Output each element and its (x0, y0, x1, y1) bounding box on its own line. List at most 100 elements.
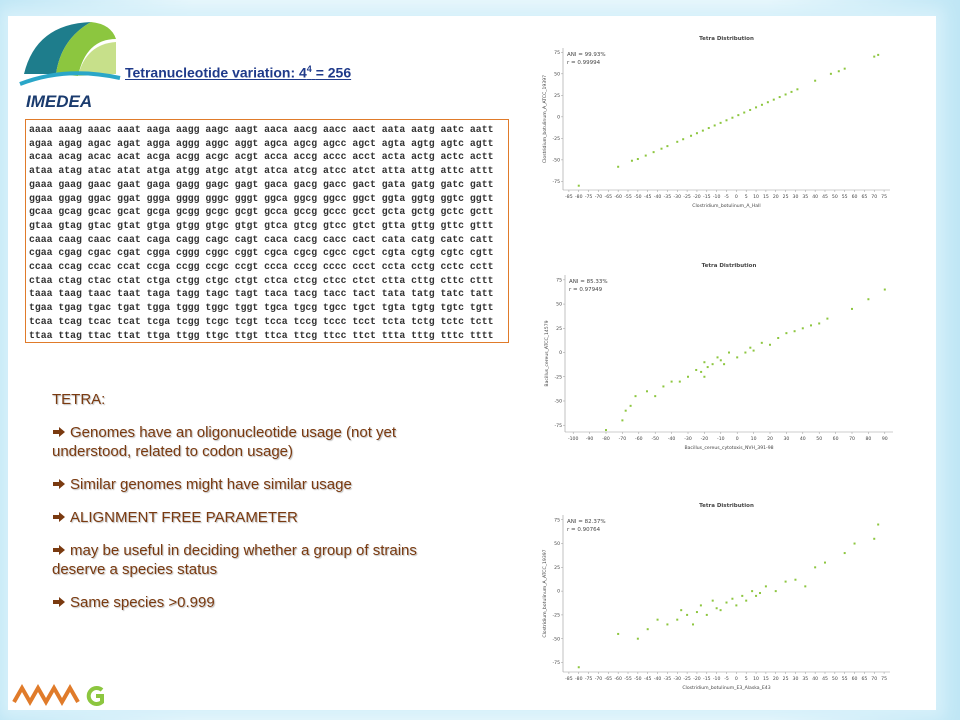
data-point (873, 537, 876, 540)
x-tick-label: -30 (684, 436, 692, 442)
data-point (699, 604, 702, 607)
x-tick-label: 65 (861, 194, 867, 200)
data-point (621, 419, 624, 422)
data-point (695, 132, 698, 135)
x-tick-label: 70 (871, 194, 877, 200)
x-tick-label: 50 (832, 194, 838, 200)
data-point (766, 101, 769, 104)
data-point (678, 380, 681, 383)
x-tick-label: 15 (763, 194, 769, 200)
x-axis-label: Bacillus_cereus_cytotoxis_NVH_391-98 (684, 445, 773, 451)
x-tick-label: -25 (683, 676, 691, 682)
data-point (794, 578, 797, 581)
data-point (804, 585, 807, 588)
x-tick-label: -20 (693, 676, 701, 682)
data-point (774, 590, 777, 593)
arrow-shape (53, 545, 65, 555)
logo-shape (78, 42, 116, 76)
x-tick-label: 70 (871, 676, 877, 682)
data-point (719, 609, 722, 612)
x-tick-label: 0 (735, 676, 738, 682)
data-point (867, 298, 870, 301)
data-point (725, 119, 728, 122)
y-tick-label: -25 (552, 136, 560, 142)
x-tick-label: 45 (822, 194, 828, 200)
data-point (883, 288, 886, 291)
data-point (777, 336, 780, 339)
x-tick-label: 50 (816, 436, 822, 442)
data-point (772, 98, 775, 101)
slide-title: Tetranucleotide variation: 44 = 256 (125, 64, 351, 81)
data-point (818, 322, 821, 325)
data-point (656, 618, 659, 621)
x-tick-label: -55 (624, 194, 632, 200)
data-point (755, 106, 758, 109)
table-row: caaa caag caac caat caga cagg cagc cagt … (29, 233, 494, 245)
x-tick-label: 0 (735, 194, 738, 200)
bullet-item: may be useful in deciding whether a grou… (52, 541, 472, 579)
bullet-item: Similar genomes might have similar usage (52, 475, 472, 494)
x-tick-label: 60 (852, 676, 858, 682)
bullet-text: ALIGNMENT FREE PARAMETER (70, 509, 298, 526)
y-tick-label: -25 (554, 374, 562, 380)
data-point (778, 96, 781, 99)
x-tick-label: -40 (654, 676, 662, 682)
y-tick-label: 25 (554, 565, 560, 571)
table-row: gaaa gaag gaac gaat gaga gagg gagc gagt … (29, 178, 494, 190)
data-point (636, 637, 639, 640)
data-point (692, 623, 695, 626)
table-row: ataa atag atac atat atga atgg atgc atgt … (29, 165, 494, 177)
y-tick-label: 75 (554, 517, 560, 523)
data-point (715, 607, 718, 610)
x-tick-label: -80 (575, 676, 583, 682)
data-point (711, 599, 714, 602)
table-row: taaa taag taac taat taga tagg tagc tagt … (29, 288, 494, 300)
data-point (873, 55, 876, 58)
y-axis-label: Clostridium_botulinum_A_ATCC_19397 (542, 75, 548, 163)
bullet-arrow (53, 545, 65, 555)
x-tick-label: -100 (568, 436, 579, 442)
y-tick-label: 25 (556, 326, 562, 332)
data-point (853, 542, 856, 545)
data-point (711, 363, 714, 366)
data-point (758, 592, 761, 595)
data-point (660, 147, 663, 150)
arrow-shape (53, 479, 65, 489)
x-tick-label: 15 (763, 676, 769, 682)
tetranucleotide-table: aaaa aaag aaac aaat aaga aagg aagc aagt … (25, 119, 509, 343)
slide (8, 16, 936, 710)
x-tick-label: 25 (783, 194, 789, 200)
data-point (676, 618, 679, 621)
x-tick-label: 50 (832, 676, 838, 682)
bullet-heading: TETRA: (52, 391, 106, 408)
data-point (851, 307, 853, 310)
x-tick-label: 30 (793, 676, 799, 682)
plot-annotation: r = 0.90764 (567, 527, 601, 533)
y-tick-label: 0 (557, 114, 560, 120)
data-point (670, 380, 673, 383)
x-tick-label: -15 (703, 676, 711, 682)
x-tick-label: 30 (783, 436, 789, 442)
x-tick-label: -10 (717, 436, 725, 442)
x-tick-label: 5 (745, 676, 748, 682)
x-axis-label: Clostridium_botulinum_E3_Alaska_E43 (682, 685, 770, 691)
x-tick-label: 20 (767, 436, 773, 442)
data-point (741, 594, 744, 597)
x-tick-label: -40 (668, 436, 676, 442)
x-tick-label: -25 (683, 194, 691, 200)
data-point (700, 370, 703, 373)
x-tick-label: -70 (595, 194, 603, 200)
title-exponent: 4 (306, 64, 312, 74)
x-tick-label: -85 (565, 676, 573, 682)
x-tick-label: 20 (773, 676, 779, 682)
x-tick-label: 75 (881, 676, 887, 682)
data-point (713, 124, 716, 127)
data-point (629, 404, 632, 407)
bullet-text: Similar genomes might have similar usage (70, 476, 352, 493)
plot-annotation: ANI = 82.37% (567, 519, 606, 525)
x-tick-label: 0 (736, 436, 739, 442)
plot-annotation: r = 0.99994 (567, 60, 601, 66)
logo-zigzag (12, 683, 80, 707)
bullet-arrow (53, 597, 65, 607)
x-tick-label: -75 (585, 676, 593, 682)
